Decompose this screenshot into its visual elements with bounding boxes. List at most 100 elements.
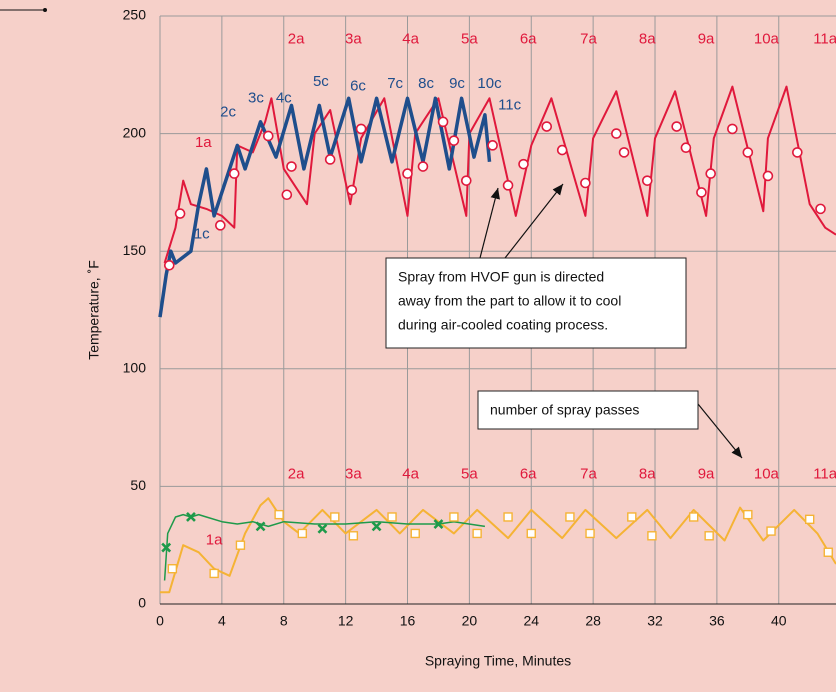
pass-label: 8a: [639, 30, 656, 47]
marker: [402, 168, 413, 179]
marker: [286, 161, 297, 172]
marker: [235, 540, 246, 550]
callout-arrow: [504, 183, 564, 259]
marker: [437, 116, 449, 128]
x-tick-label: 28: [585, 613, 601, 629]
marker: [417, 161, 429, 172]
marker: [705, 168, 717, 179]
pass-label: 2a: [288, 466, 305, 483]
marker: [163, 260, 175, 271]
pass-label: 10a: [754, 466, 780, 483]
x-tick-label: 20: [462, 613, 478, 629]
marker: [433, 519, 444, 529]
y-axis-label: Temperature, ˚F: [86, 260, 102, 360]
marker: [627, 512, 637, 522]
marker: [680, 142, 692, 154]
pass-label: 4c: [276, 89, 292, 106]
x-tick-label: 4: [218, 613, 226, 629]
marker: [346, 184, 358, 196]
x-axis-label: Spraying Time, Minutes: [425, 653, 571, 669]
callout-box: [385, 257, 687, 349]
marker: [541, 121, 553, 132]
y-tick-label: 150: [123, 242, 147, 258]
callout-text: number of spray passes: [490, 402, 639, 418]
pass-label: 10c: [477, 75, 502, 92]
pass-label: 9a: [698, 466, 715, 483]
marker: [330, 512, 340, 522]
x-tick-label: 32: [647, 613, 663, 629]
marker: [647, 531, 657, 541]
pass-label: 10a: [754, 30, 780, 47]
y-tick-label: 50: [130, 477, 146, 493]
marker: [161, 542, 172, 553]
marker: [410, 528, 420, 539]
pass-label: 3c: [248, 89, 264, 106]
marker: [371, 521, 382, 532]
marker: [815, 203, 826, 215]
marker: [618, 147, 630, 158]
callout-arrow: [479, 187, 500, 259]
x-tick-label: 40: [771, 613, 787, 629]
callout-text: away from the part to allow it to cool: [398, 293, 621, 309]
marker: [167, 564, 178, 574]
marker: [743, 509, 753, 520]
series-line: [160, 497, 836, 594]
pass-label: 1a: [206, 531, 223, 548]
pass-label: 2c: [220, 103, 236, 120]
y-tick-label: 250: [123, 7, 147, 23]
marker: [355, 123, 367, 135]
marker: [472, 528, 482, 539]
callout-arrow: [697, 403, 743, 459]
marker: [526, 528, 536, 539]
pass-label: 8c: [418, 75, 434, 92]
pass-label: 11c: [498, 96, 522, 113]
marker: [671, 121, 682, 132]
marker: [387, 512, 397, 522]
x-tick-label: 8: [280, 613, 288, 629]
pass-label: 1a: [195, 134, 212, 151]
pass-label: 11a: [813, 466, 836, 483]
marker: [518, 158, 529, 170]
pass-label: 3a: [345, 30, 362, 47]
marker: [460, 175, 472, 186]
marker: [585, 528, 595, 539]
marker: [274, 509, 284, 520]
marker: [281, 189, 293, 201]
pass-label: 9a: [698, 30, 715, 47]
pass-label: 6c: [350, 78, 366, 95]
marker: [324, 154, 336, 165]
x-tick-label: 36: [709, 613, 725, 629]
marker: [641, 175, 653, 186]
x-tick-label: 16: [400, 613, 416, 629]
marker: [742, 147, 754, 158]
marker: [580, 177, 591, 189]
marker: [262, 130, 274, 142]
x-tick-label: 0: [156, 613, 164, 629]
callout-text: during air-cooled coating process.: [398, 317, 608, 333]
marker: [487, 140, 498, 151]
marker: [556, 144, 568, 156]
marker: [502, 180, 514, 191]
pass-label: 8a: [639, 466, 656, 483]
callout-box: [477, 390, 699, 430]
marker: [449, 512, 459, 522]
marker: [688, 512, 699, 522]
x-tick-label: 12: [338, 613, 354, 629]
marker: [297, 528, 308, 539]
marker: [503, 512, 513, 522]
series-line: [163, 513, 486, 581]
decor-dot: [43, 8, 47, 12]
pass-label: 5a: [461, 466, 478, 483]
marker: [255, 521, 266, 532]
y-tick-label: 200: [123, 124, 147, 140]
pass-label: 7a: [580, 30, 597, 47]
pass-label: 5a: [461, 30, 478, 47]
marker: [215, 220, 226, 231]
marker: [448, 135, 460, 146]
pass-label: 7a: [580, 466, 597, 483]
marker: [823, 547, 833, 557]
marker: [348, 531, 359, 541]
marker: [704, 531, 714, 541]
y-tick-label: 100: [123, 360, 147, 376]
